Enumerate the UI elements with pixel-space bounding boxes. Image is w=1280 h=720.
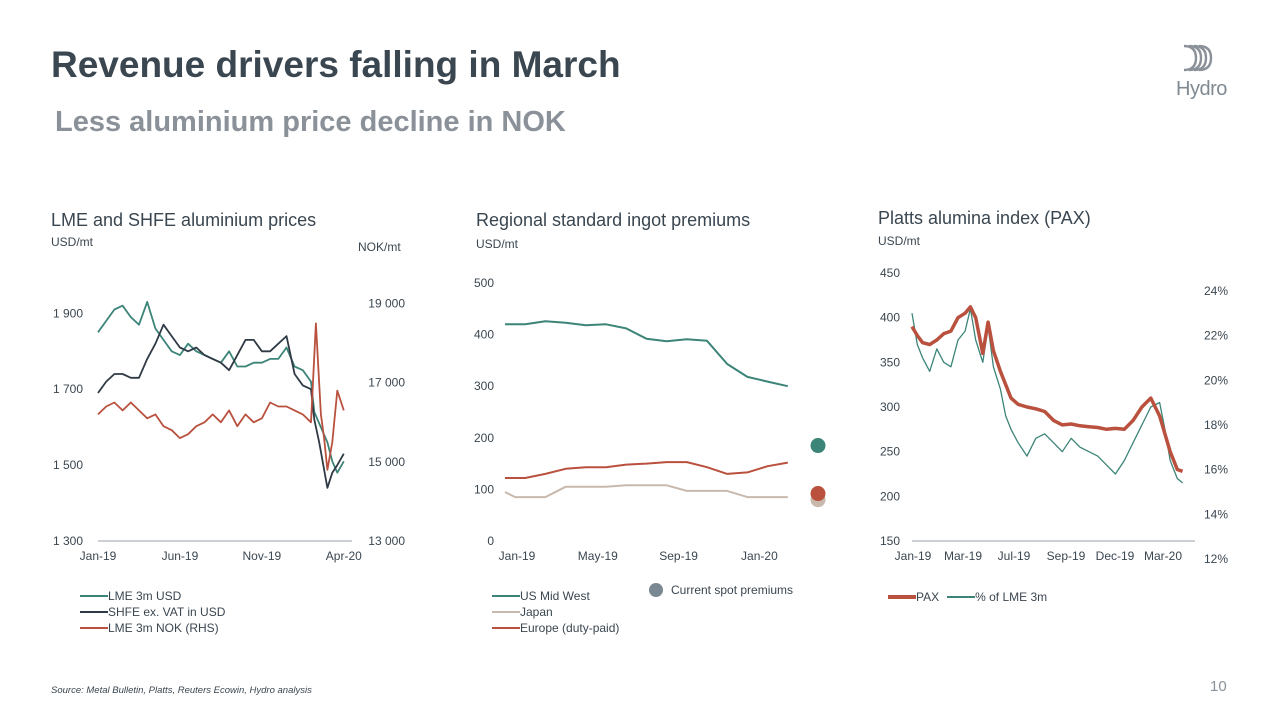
chart3-right-tick: 24% xyxy=(1204,284,1228,298)
chart1-title: LME and SHFE aluminium prices xyxy=(51,210,317,230)
legend-label: US Mid West xyxy=(520,589,590,603)
legend-label: SHFE ex. VAT in USD xyxy=(108,605,226,619)
chart2-legend: US Mid West Japan Europe (duty-paid) xyxy=(492,588,619,636)
legend-swatch xyxy=(80,611,108,613)
chart2-y-tick: 100 xyxy=(474,482,494,496)
chart1-left-tick: 1 300 xyxy=(53,534,83,548)
chart3-left-tick: 350 xyxy=(880,355,900,369)
legend-item: PAX % of LME 3m xyxy=(888,589,1047,605)
chart3-x-tick: Jul-19 xyxy=(998,549,1031,563)
legend-item: Japan xyxy=(492,604,619,620)
chart2-x-tick: Jan-20 xyxy=(741,549,778,563)
chart2-series-line-1 xyxy=(504,484,788,499)
legend-swatch xyxy=(80,595,108,597)
chart3-series-line-0 xyxy=(910,305,1184,473)
chart3-right-tick: 20% xyxy=(1204,373,1228,387)
chart3-title: Platts alumina index (PAX) xyxy=(878,208,1091,228)
legend-swatch xyxy=(492,627,520,629)
legend-item: Current spot premiums xyxy=(649,582,793,598)
chart3-series-line-1 xyxy=(911,308,1184,484)
chart1-right-tick: 15 000 xyxy=(368,455,405,469)
chart2-spot-dot-2 xyxy=(810,486,826,502)
page-subtitle: Less aluminium price decline in NOK xyxy=(55,106,566,138)
chart2-y-tick: 400 xyxy=(474,328,494,342)
chart1-legend: LME 3m USD SHFE ex. VAT in USD LME 3m NO… xyxy=(80,588,225,636)
legend-item: Europe (duty-paid) xyxy=(492,620,619,636)
chart1-right-tick: 13 000 xyxy=(368,534,405,548)
chart3-left-tick: 450 xyxy=(880,266,900,280)
chart3-x-tick: Sep-19 xyxy=(1047,549,1086,563)
legend-label: LME 3m USD xyxy=(108,589,182,603)
legend-item: SHFE ex. VAT in USD xyxy=(80,604,225,620)
chart2-y-tick: 300 xyxy=(474,379,494,393)
page-title: Revenue drivers falling in March xyxy=(51,44,621,85)
chart3-right-tick: 14% xyxy=(1204,507,1228,521)
chart2-y-tick: 0 xyxy=(487,534,494,548)
hydro-logo-icon xyxy=(1183,44,1213,72)
legend-item: US Mid West xyxy=(492,588,619,604)
chart3-right-tick: 12% xyxy=(1204,552,1228,566)
chart1-right-tick: 17 000 xyxy=(368,376,405,390)
chart2-title: Regional standard ingot premiums xyxy=(476,210,751,230)
legend-label: LME 3m NOK (RHS) xyxy=(108,621,219,635)
chart2-x-tick: May-19 xyxy=(578,549,618,563)
chart1-x-tick: Apr-20 xyxy=(326,549,362,563)
chart3-right-tick: 16% xyxy=(1204,463,1228,477)
legend-label: % of LME 3m xyxy=(975,590,1048,604)
legend-label: PAX xyxy=(916,590,940,604)
legend-swatch xyxy=(80,627,108,629)
chart3-right-tick: 18% xyxy=(1204,418,1228,432)
source-note: Source: Metal Bulletin, Platts, Reuters … xyxy=(51,685,312,696)
chart1-left-tick: 1 700 xyxy=(53,382,83,396)
chart3-left-tick: 400 xyxy=(880,311,900,325)
chart3-left-tick: 300 xyxy=(880,400,900,414)
spot-dot-icon xyxy=(649,583,663,597)
chart3-x-tick: Jan-19 xyxy=(895,549,932,563)
legend-swatch xyxy=(492,595,520,597)
chart3-unit: USD/mt xyxy=(878,234,920,248)
chart1-right-unit: NOK/mt xyxy=(358,240,401,254)
chart3-x-tick: Dec-19 xyxy=(1096,549,1135,563)
chart2-y-tick: 200 xyxy=(474,431,494,445)
legend-item: LME 3m USD xyxy=(80,588,225,604)
chart1-x-tick: Jun-19 xyxy=(162,549,199,563)
legend-swatch xyxy=(888,595,916,599)
logo-text: Hydro xyxy=(1176,78,1227,100)
chart1-left-tick: 1 900 xyxy=(53,306,83,320)
chart2-series-line-2 xyxy=(505,461,788,479)
chart2-unit: USD/mt xyxy=(476,237,518,251)
chart1-x-tick: Jan-19 xyxy=(80,549,117,563)
chart3-legend: PAX % of LME 3m xyxy=(888,589,1047,605)
chart2-x-tick: Sep-19 xyxy=(659,549,698,563)
chart1-series-line-1 xyxy=(97,323,345,489)
chart2-spot-dot-0 xyxy=(810,438,826,454)
legend-item: LME 3m NOK (RHS) xyxy=(80,620,225,636)
chart2-y-tick: 500 xyxy=(474,276,494,290)
page-number: 10 xyxy=(1210,678,1227,695)
chart3-left-tick: 200 xyxy=(880,489,900,503)
chart1-left-unit: USD/mt xyxy=(51,235,93,249)
chart1-series-line-2 xyxy=(97,322,345,471)
legend-swatch xyxy=(492,611,520,613)
chart2-series-line-0 xyxy=(505,320,789,388)
chart1-x-tick: Nov-19 xyxy=(243,549,282,563)
legend-label: Europe (duty-paid) xyxy=(520,621,620,635)
legend-label: Current spot premiums xyxy=(671,583,794,597)
chart2-x-tick: Jan-19 xyxy=(499,549,536,563)
chart1-left-tick: 1 500 xyxy=(53,458,83,472)
chart3-right-tick: 22% xyxy=(1204,329,1228,343)
chart1-right-tick: 19 000 xyxy=(368,297,405,311)
chart3-x-tick: Mar-20 xyxy=(1144,549,1182,563)
chart2-spot-legend: Current spot premiums xyxy=(649,582,793,598)
legend-swatch xyxy=(947,596,976,598)
chart3-x-tick: Mar-19 xyxy=(944,549,982,563)
legend-label: Japan xyxy=(520,605,553,619)
chart3-left-tick: 150 xyxy=(880,534,900,548)
chart3-left-tick: 250 xyxy=(880,445,900,459)
